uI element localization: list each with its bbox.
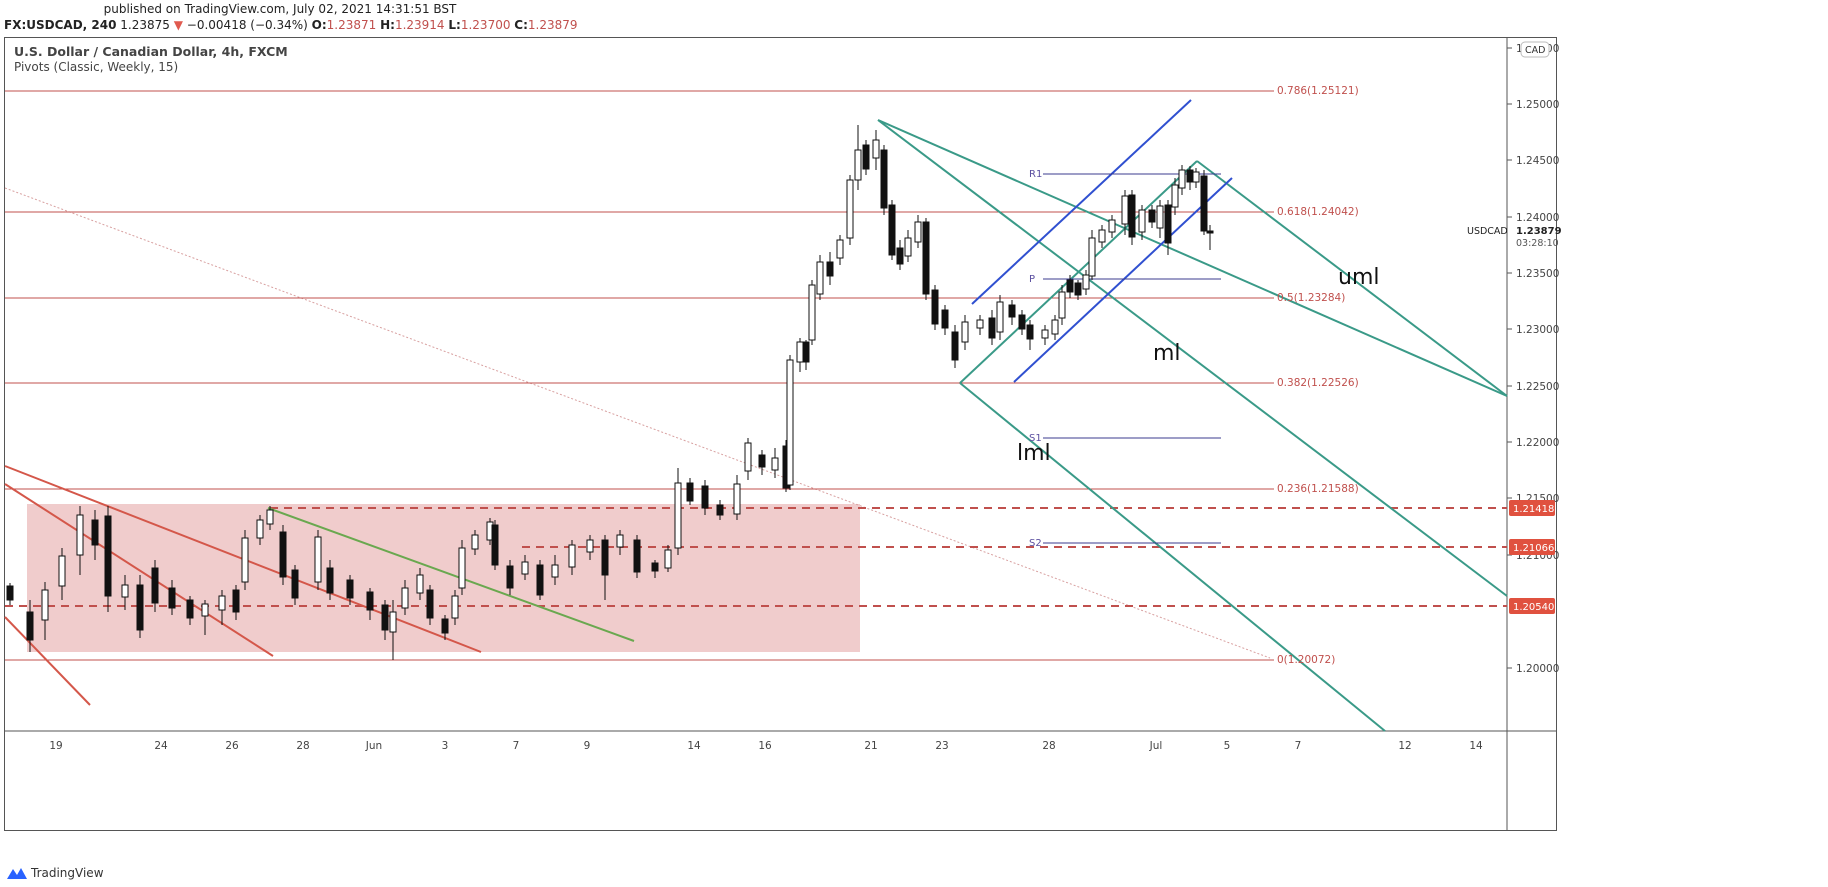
currency-badge[interactable] xyxy=(1520,41,1550,58)
time-tick: 23 xyxy=(935,740,948,752)
tradingview-brand: TradingView xyxy=(31,866,104,880)
open-label: O: xyxy=(311,18,327,32)
level-tags[interactable]: 1.21418 1.21066 1.20540 xyxy=(1509,500,1555,614)
open-value: 1.23871 xyxy=(326,18,377,32)
time-axis[interactable]: 19 24 26 28 Jun 3 7 9 14 16 21 23 28 Jul… xyxy=(49,740,1483,752)
time-tick: 14 xyxy=(687,740,701,752)
fib-label: 0.786(1.25121) xyxy=(1277,85,1359,97)
price-axis[interactable]: 1.25500 1.25000 1.24500 1.24000 1.23500 … xyxy=(1507,43,1559,675)
triangle-down-icon: ▼ xyxy=(173,18,183,32)
current-price-bg xyxy=(1510,225,1556,247)
price-change: −0.00418 (−0.34%) xyxy=(186,18,308,32)
price-tick: 1.22500 xyxy=(1516,381,1559,393)
pivot-label-p: P xyxy=(1029,274,1035,285)
time-tick: 7 xyxy=(513,740,520,752)
fib-label: 0.382(1.22526) xyxy=(1277,377,1359,389)
pitchfork-ml-upper-handle xyxy=(877,119,1508,397)
symbol-name: FX:USDCAD, 240 xyxy=(4,18,117,32)
published-caption: published on TradingView.com, July 02, 2… xyxy=(103,2,457,16)
time-tick: 5 xyxy=(1224,740,1231,752)
lml-label: lml xyxy=(1017,441,1051,466)
time-tick: Jul xyxy=(1149,740,1163,752)
price-tick: 1.22000 xyxy=(1516,437,1559,449)
low-value: 1.23700 xyxy=(460,18,511,32)
time-tick: 3 xyxy=(442,740,449,752)
time-tick: 14 xyxy=(1469,740,1483,752)
pivot-label-s2: S2 xyxy=(1029,538,1042,549)
time-tick: 24 xyxy=(154,740,168,752)
fib-label: 0.236(1.21588) xyxy=(1277,483,1359,495)
tradingview-logo-icon xyxy=(7,868,27,879)
fib-label: 0(1.20072) xyxy=(1277,654,1335,666)
time-tick: 28 xyxy=(1042,740,1055,752)
current-price: 1.23879 xyxy=(1516,226,1562,237)
time-tick: 16 xyxy=(758,740,772,752)
currency-badge-label: CAD xyxy=(1525,45,1545,56)
tradingview-logo[interactable]: TradingView xyxy=(6,866,104,880)
level-tag: 1.21066 xyxy=(1513,543,1554,554)
current-symbol: USDCAD xyxy=(1467,226,1508,237)
symbol-bar: FX:USDCAD, 240 1.23875 ▼ −0.00418 (−0.34… xyxy=(4,18,578,32)
time-tick: 26 xyxy=(225,740,239,752)
low-label: L: xyxy=(448,18,461,32)
time-tick: 28 xyxy=(296,740,309,752)
level-tag: 1.21418 xyxy=(1513,504,1554,515)
level-tag: 1.20540 xyxy=(1513,602,1554,613)
pitchfork[interactable] xyxy=(877,119,1508,732)
candles xyxy=(6,125,1214,660)
pitchfork-annotations: uml ml lml xyxy=(1017,265,1380,466)
high-label: H: xyxy=(380,18,395,32)
price-tick: 1.24000 xyxy=(1516,212,1559,224)
time-tick: 19 xyxy=(49,740,62,752)
time-tick: 21 xyxy=(864,740,877,752)
chart-title: U.S. Dollar / Canadian Dollar, 4h, FXCM xyxy=(14,44,288,59)
price-tick: 1.25000 xyxy=(1516,99,1559,111)
time-tick: 9 xyxy=(584,740,591,752)
fibonacci-labels: 0.786(1.25121) 0.618(1.24042) 0.5(1.2328… xyxy=(1277,85,1359,666)
close-label: C: xyxy=(514,18,528,32)
last-price: 1.23875 xyxy=(120,18,170,32)
fib-label: 0.5(1.23284) xyxy=(1277,292,1345,304)
pivot-label-r1: R1 xyxy=(1029,169,1042,180)
dotted-trendline[interactable] xyxy=(4,187,1271,659)
uml-label: uml xyxy=(1338,265,1380,290)
indicator-legend[interactable]: Pivots (Classic, Weekly, 15) xyxy=(14,60,179,74)
ml-label: ml xyxy=(1153,341,1181,366)
time-tick: Jun xyxy=(365,740,382,752)
dashed-levels[interactable] xyxy=(5,507,1507,607)
price-tick: 1.20000 xyxy=(1516,663,1559,675)
fib-label: 0.618(1.24042) xyxy=(1277,206,1359,218)
price-tick: 1.23000 xyxy=(1516,324,1559,336)
high-value: 1.23914 xyxy=(394,18,445,32)
bar-countdown: 03:28:10 xyxy=(1516,238,1559,249)
ascending-channel[interactable] xyxy=(971,99,1233,383)
price-tick: 1.23500 xyxy=(1516,268,1559,280)
time-tick: 12 xyxy=(1398,740,1411,752)
chart-frame[interactable] xyxy=(4,37,1557,831)
time-tick: 7 xyxy=(1295,740,1302,752)
price-tick: 1.24500 xyxy=(1516,155,1559,167)
pivot-label-s1: S1 xyxy=(1029,433,1042,444)
green-trendline[interactable] xyxy=(267,507,635,642)
close-value: 1.23879 xyxy=(527,18,578,32)
pivot-labels: R1 P S1 S2 xyxy=(1029,169,1042,549)
